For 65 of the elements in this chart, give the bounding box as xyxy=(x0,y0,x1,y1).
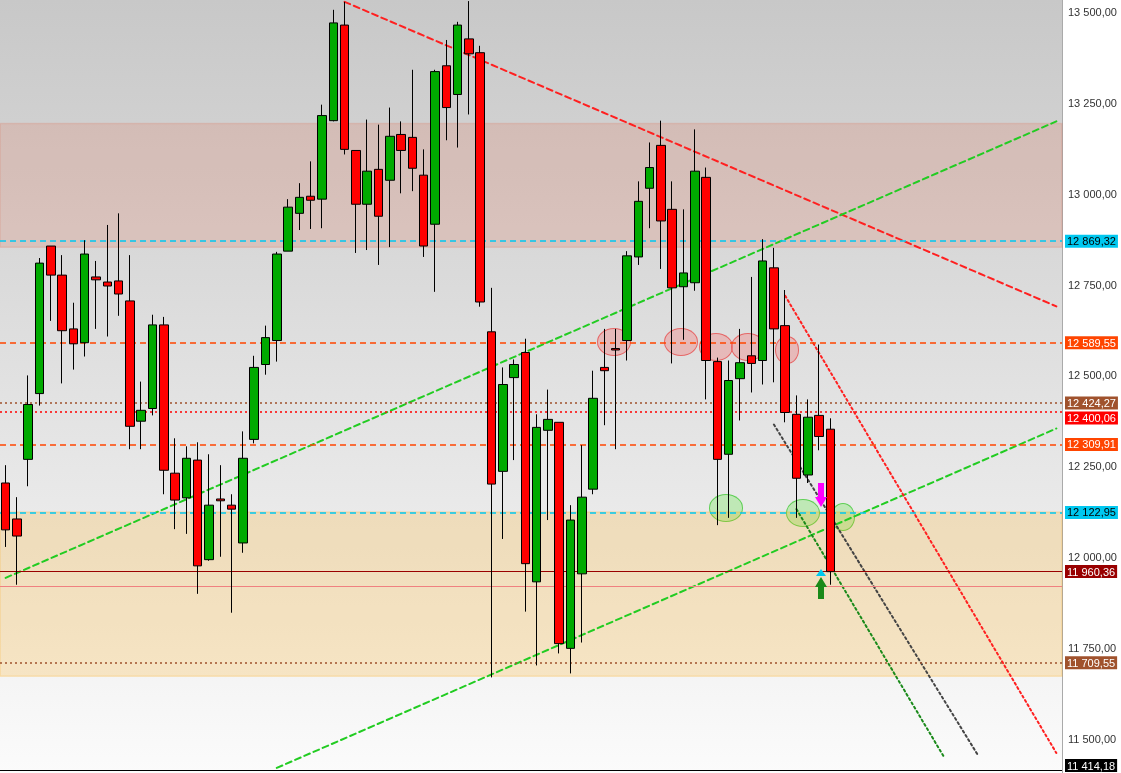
candlestick xyxy=(170,437,180,530)
candlestick xyxy=(408,69,417,192)
candlestick xyxy=(283,198,293,252)
candlestick xyxy=(826,417,835,586)
candlestick xyxy=(622,250,632,362)
candlestick xyxy=(193,441,202,595)
candlestick xyxy=(453,21,462,149)
candlestick xyxy=(419,148,428,258)
ref-line-label: 12 424,27 xyxy=(1067,396,1116,409)
candlestick xyxy=(374,124,383,266)
y-tick-label: 11 750,00 xyxy=(1068,641,1117,654)
ref-line-label: 11 414,18 xyxy=(1067,759,1116,772)
candlestick xyxy=(182,445,191,535)
candlestick xyxy=(249,355,259,444)
candlestick xyxy=(758,238,767,385)
candlestick xyxy=(566,504,575,674)
candlestick xyxy=(645,141,654,229)
ref-line-label: 12 400,06 xyxy=(1067,411,1116,424)
y-tick-label: 11 500,00 xyxy=(1068,732,1117,745)
candlestick xyxy=(329,9,338,122)
ref-line-label: 12 869,32 xyxy=(1067,235,1116,248)
candlestick xyxy=(227,493,236,614)
candlestick xyxy=(204,453,214,562)
candlestick xyxy=(35,257,44,407)
candlestick xyxy=(1,464,10,548)
candlestick xyxy=(114,212,123,317)
candlestick xyxy=(735,328,745,421)
candlestick xyxy=(634,180,643,266)
candlestick xyxy=(148,314,157,416)
candlestick xyxy=(306,160,315,230)
candlestick xyxy=(238,430,248,554)
candlestick xyxy=(340,1,349,155)
candlestick xyxy=(23,374,33,487)
candlestick xyxy=(103,224,112,338)
ref-line-label: 12 309,91 xyxy=(1067,438,1116,451)
candlestick xyxy=(261,325,270,376)
candlestick xyxy=(724,360,733,519)
candlestick xyxy=(577,444,587,644)
candlestick xyxy=(588,370,598,495)
candlestick xyxy=(509,358,519,461)
candlestick xyxy=(12,496,22,586)
y-tick-label: 12 750,00 xyxy=(1068,278,1117,291)
candlestick xyxy=(498,366,508,540)
candlestick xyxy=(216,464,225,558)
ref-line-label: 12 589,55 xyxy=(1067,336,1116,349)
ref-line-label: 12 122,95 xyxy=(1067,506,1116,519)
y-tick-label: 13 250,00 xyxy=(1068,96,1117,109)
y-tick-label: 12 500,00 xyxy=(1068,369,1117,382)
candlestick xyxy=(532,413,541,666)
candlestick xyxy=(747,276,756,393)
y-tick-label: 12 000,00 xyxy=(1068,551,1117,564)
candlestick xyxy=(69,302,78,371)
y-tick-label: 13 000,00 xyxy=(1068,187,1117,200)
candlestick xyxy=(91,260,101,330)
ref-line-label: 11 709,55 xyxy=(1067,656,1116,669)
y-tick-label: 13 500,00 xyxy=(1068,5,1117,18)
candlestick xyxy=(317,104,327,229)
candlestick xyxy=(272,251,282,363)
ref-line-label: 11 960,36 xyxy=(1067,565,1116,578)
y-tick-label: 12 250,00 xyxy=(1068,460,1117,473)
candlestick xyxy=(442,39,451,141)
candlestick xyxy=(80,239,89,358)
candlestick xyxy=(295,182,304,231)
candlestick xyxy=(679,208,688,341)
candlestick xyxy=(430,69,440,293)
